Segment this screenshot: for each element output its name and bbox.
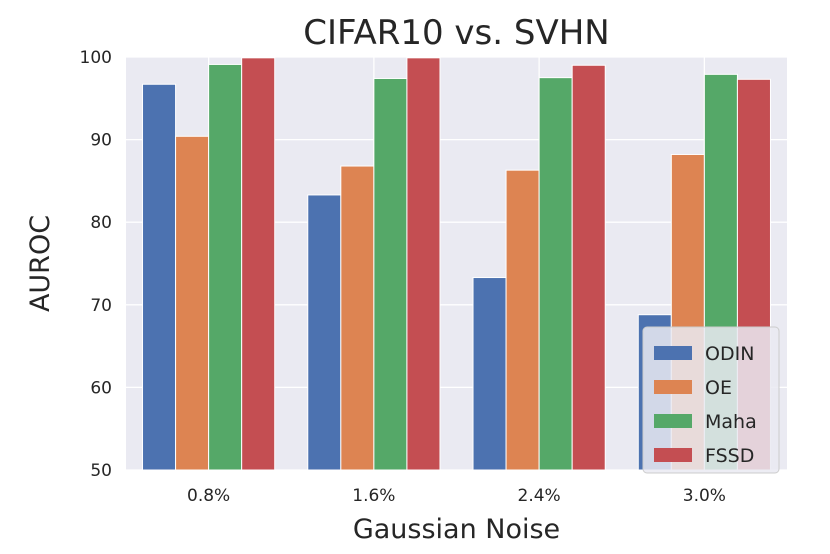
legend-swatch-oe <box>654 380 692 394</box>
bar-maha-1 <box>373 77 408 471</box>
bar-fssd-0 <box>241 57 276 471</box>
legend-label-fssd: FSSD <box>705 445 754 467</box>
y-tick-label: 90 <box>90 131 112 151</box>
x-axis-ticks: 0.8% 1.6% 2.4% 3.0% <box>187 486 726 506</box>
bar-oe-1 <box>340 165 375 471</box>
legend-box <box>642 326 780 474</box>
legend-label-maha: Maha <box>705 411 757 433</box>
y-tick-label: 60 <box>90 378 112 398</box>
bar-oe-2 <box>505 169 540 471</box>
y-axis-label: AUROC <box>25 215 56 312</box>
x-tick-label: 0.8% <box>187 486 230 506</box>
x-tick-label: 2.4% <box>518 486 561 506</box>
legend-swatch-fssd <box>654 448 692 462</box>
legend-swatch-maha <box>654 414 692 428</box>
bar-odin-1 <box>307 194 342 471</box>
legend-label-oe: OE <box>705 377 732 399</box>
bar-maha-2 <box>538 77 573 471</box>
y-axis-ticks: 50 60 70 80 90 100 <box>80 48 112 481</box>
chart-title: CIFAR10 vs. SVHN <box>303 13 609 53</box>
bar-fssd-1 <box>406 57 441 471</box>
legend-label-odin: ODIN <box>705 343 754 365</box>
x-axis-label: Gaussian Noise <box>353 514 560 545</box>
y-tick-label: 70 <box>90 296 112 316</box>
x-tick-label: 1.6% <box>352 486 395 506</box>
bar-odin-2 <box>472 277 507 471</box>
bar-fssd-2 <box>571 64 606 471</box>
y-tick-label: 80 <box>90 213 112 233</box>
x-tick-label: 3.0% <box>683 486 726 506</box>
y-tick-label: 100 <box>80 48 112 68</box>
legend: ODIN OE Maha FSSD <box>642 326 780 474</box>
bars <box>142 57 771 471</box>
bar-oe-0 <box>175 135 210 471</box>
y-tick-label: 50 <box>90 461 112 481</box>
bar-maha-0 <box>208 63 243 471</box>
bar-odin-0 <box>142 83 177 471</box>
legend-swatch-odin <box>654 346 692 360</box>
